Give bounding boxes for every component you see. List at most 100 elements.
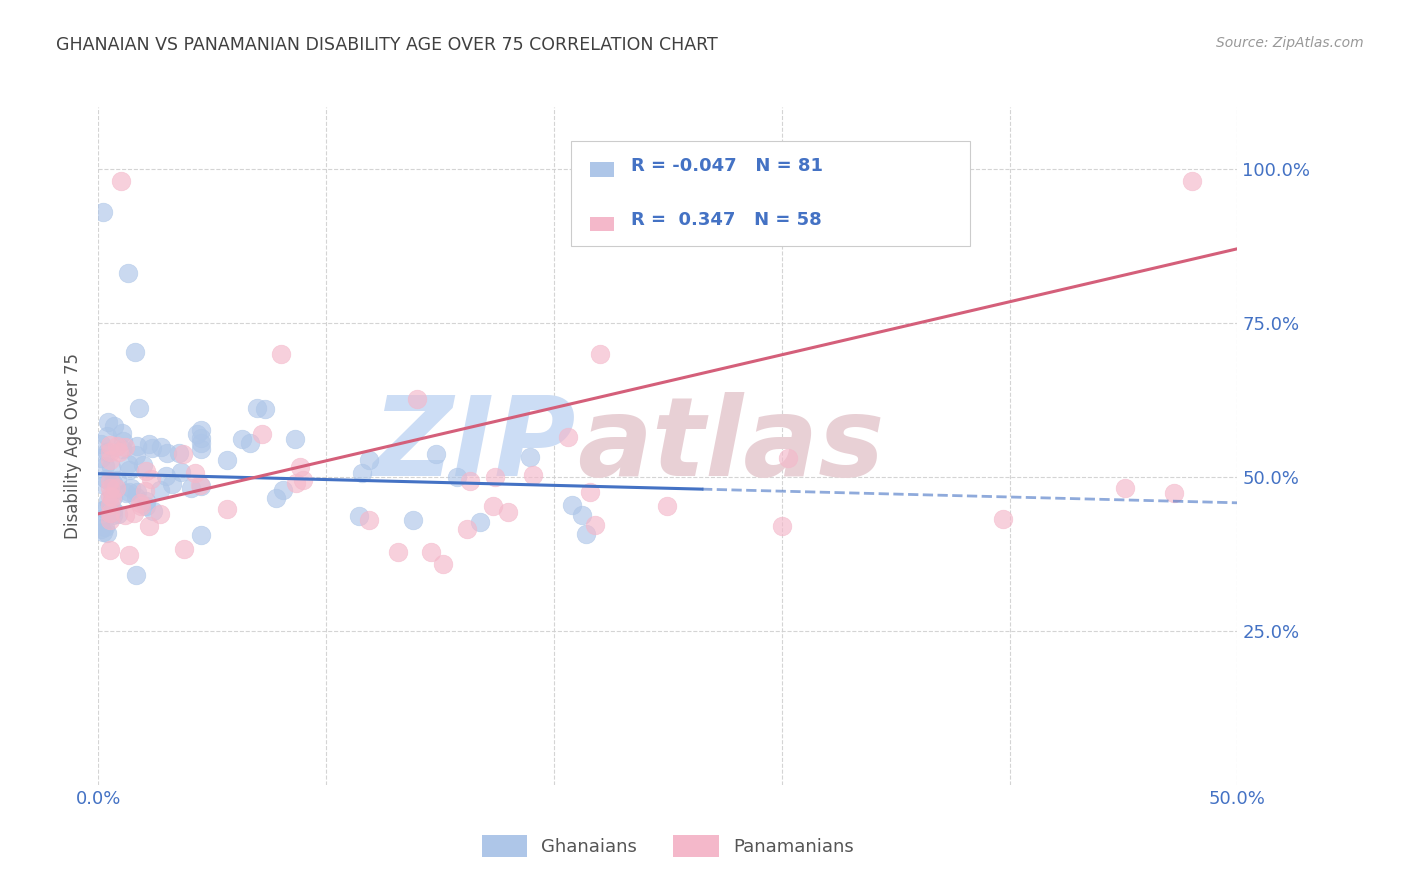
Point xyxy=(115,485,138,500)
Point xyxy=(91,204,114,219)
FancyBboxPatch shape xyxy=(571,141,970,246)
Point xyxy=(91,525,114,540)
Point xyxy=(100,445,122,459)
Point xyxy=(190,479,212,493)
Text: Source: ZipAtlas.com: Source: ZipAtlas.com xyxy=(1216,36,1364,50)
Point xyxy=(122,506,145,520)
Point xyxy=(155,469,177,483)
Text: ZIP: ZIP xyxy=(373,392,576,500)
Point xyxy=(142,503,165,517)
Point xyxy=(184,466,207,480)
Point xyxy=(128,401,150,416)
Point xyxy=(217,452,239,467)
Point xyxy=(387,545,409,559)
Point xyxy=(150,441,173,455)
Point xyxy=(402,513,425,527)
Legend: Ghanaians, Panamanians: Ghanaians, Panamanians xyxy=(475,828,860,864)
Point xyxy=(103,476,125,491)
Point xyxy=(138,519,160,533)
Point xyxy=(246,401,269,415)
Point xyxy=(776,450,799,465)
Point xyxy=(190,423,212,437)
Point xyxy=(141,441,163,455)
Point xyxy=(135,494,157,508)
Point xyxy=(135,499,157,513)
Point xyxy=(288,459,311,474)
Point xyxy=(96,429,118,443)
Point xyxy=(112,434,135,448)
Point xyxy=(90,522,112,536)
Point xyxy=(90,436,112,450)
Point xyxy=(231,432,253,446)
Point xyxy=(125,484,148,499)
Point xyxy=(420,545,443,559)
Point xyxy=(96,445,118,459)
Point xyxy=(110,426,132,441)
FancyBboxPatch shape xyxy=(591,162,614,177)
Point xyxy=(98,438,121,452)
Point xyxy=(117,463,139,477)
Point xyxy=(991,511,1014,525)
Point xyxy=(98,506,121,520)
Point xyxy=(90,504,112,518)
Point xyxy=(107,507,129,521)
Point xyxy=(172,447,194,461)
Point xyxy=(270,346,292,360)
Point xyxy=(458,475,481,489)
Point xyxy=(96,415,118,429)
Point xyxy=(101,503,124,517)
Point xyxy=(114,441,136,455)
Point xyxy=(359,453,381,467)
Point xyxy=(271,483,294,497)
Point xyxy=(180,481,202,495)
Point xyxy=(432,558,454,572)
Point xyxy=(149,507,172,521)
Point xyxy=(522,468,544,483)
Point xyxy=(103,419,125,434)
Point xyxy=(519,450,541,464)
Point xyxy=(357,513,380,527)
Point xyxy=(98,543,121,558)
Point xyxy=(93,458,115,473)
Point xyxy=(575,526,598,541)
Point xyxy=(108,445,131,459)
Point xyxy=(579,484,602,499)
Point xyxy=(1163,486,1185,500)
Point xyxy=(347,509,370,524)
Point xyxy=(588,346,610,360)
Point xyxy=(425,447,447,461)
Point xyxy=(557,430,579,444)
Point xyxy=(120,481,142,495)
Point xyxy=(496,506,519,520)
Point xyxy=(156,446,179,460)
Point xyxy=(190,478,212,492)
Point xyxy=(190,528,212,542)
Point xyxy=(117,458,139,472)
Point xyxy=(571,508,593,522)
Point xyxy=(190,436,212,450)
FancyBboxPatch shape xyxy=(591,217,614,231)
Point xyxy=(173,541,195,556)
Point xyxy=(124,345,146,359)
Point xyxy=(127,439,149,453)
Point xyxy=(98,489,121,503)
Point xyxy=(101,508,124,523)
Point xyxy=(250,427,273,442)
Point xyxy=(125,448,148,462)
Text: R = -0.047   N = 81: R = -0.047 N = 81 xyxy=(631,157,824,175)
Point xyxy=(350,466,373,480)
Point xyxy=(134,484,156,499)
Point xyxy=(190,442,212,456)
Point xyxy=(94,472,117,486)
Point xyxy=(101,491,124,505)
Point xyxy=(90,451,112,466)
Point xyxy=(94,519,117,533)
Point xyxy=(284,432,307,446)
Point xyxy=(132,458,155,473)
Y-axis label: Disability Age Over 75: Disability Age Over 75 xyxy=(65,353,83,539)
Point xyxy=(103,490,125,504)
Point xyxy=(125,490,148,504)
Point xyxy=(446,470,468,484)
Point xyxy=(129,496,152,510)
Point xyxy=(585,517,607,532)
